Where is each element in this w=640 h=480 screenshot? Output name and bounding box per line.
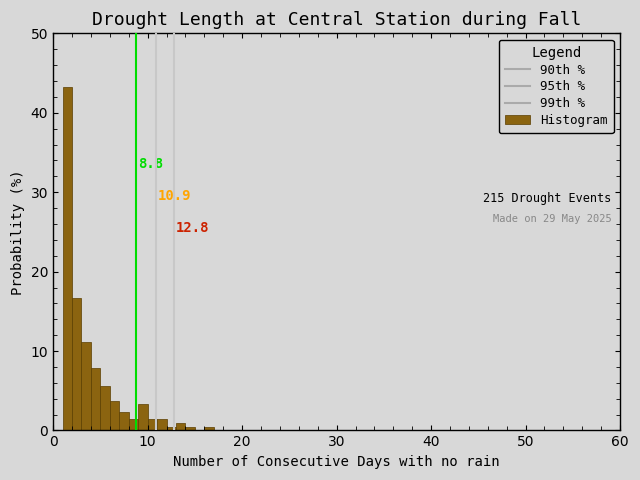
Bar bbox=[110, 401, 119, 431]
Bar bbox=[129, 420, 138, 431]
Bar bbox=[157, 420, 166, 431]
Bar bbox=[166, 427, 176, 431]
X-axis label: Number of Consecutive Days with no rain: Number of Consecutive Days with no rain bbox=[173, 455, 500, 469]
Bar bbox=[91, 368, 100, 431]
Bar bbox=[81, 342, 91, 431]
Legend: 90th %, 95th %, 99th %, Histogram: 90th %, 95th %, 99th %, Histogram bbox=[499, 40, 614, 133]
Bar bbox=[119, 412, 129, 431]
Text: 12.8: 12.8 bbox=[176, 221, 209, 235]
Bar bbox=[176, 423, 186, 431]
Bar bbox=[100, 386, 110, 431]
Bar bbox=[138, 404, 148, 431]
Bar bbox=[148, 420, 157, 431]
Title: Drought Length at Central Station during Fall: Drought Length at Central Station during… bbox=[92, 11, 581, 29]
Bar bbox=[204, 427, 214, 431]
Bar bbox=[186, 427, 195, 431]
Text: Made on 29 May 2025: Made on 29 May 2025 bbox=[493, 214, 612, 224]
Text: 215 Drought Events: 215 Drought Events bbox=[483, 192, 612, 205]
Bar bbox=[72, 298, 81, 431]
Y-axis label: Probability (%): Probability (%) bbox=[11, 169, 25, 295]
Text: 10.9: 10.9 bbox=[158, 189, 191, 203]
Text: 8.8: 8.8 bbox=[138, 157, 163, 171]
Bar bbox=[63, 87, 72, 431]
